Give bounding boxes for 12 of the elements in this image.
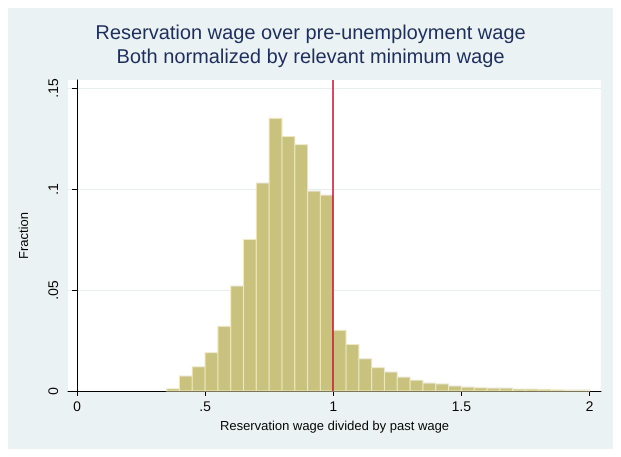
y-tick-label: 0 bbox=[45, 386, 61, 395]
x-tick-label: 1 bbox=[329, 398, 338, 414]
x-tick-label: 2 bbox=[586, 398, 594, 414]
x-tick-label: .5 bbox=[199, 398, 212, 414]
chart-title: Reservation wage over pre-unemployment wage Both normalized by relevant minimum wage bbox=[95, 22, 526, 68]
x-tick-label: 0 bbox=[73, 398, 82, 414]
y-tick-label: .05 bbox=[45, 280, 61, 300]
x-tick-label: 1.5 bbox=[452, 398, 472, 414]
y-tick-label: .15 bbox=[45, 78, 61, 98]
x-axis-title: Reservation wage divided by past wage bbox=[220, 418, 450, 433]
y-tick-label: .1 bbox=[45, 183, 61, 195]
y-axis-title: Fraction bbox=[16, 212, 31, 259]
